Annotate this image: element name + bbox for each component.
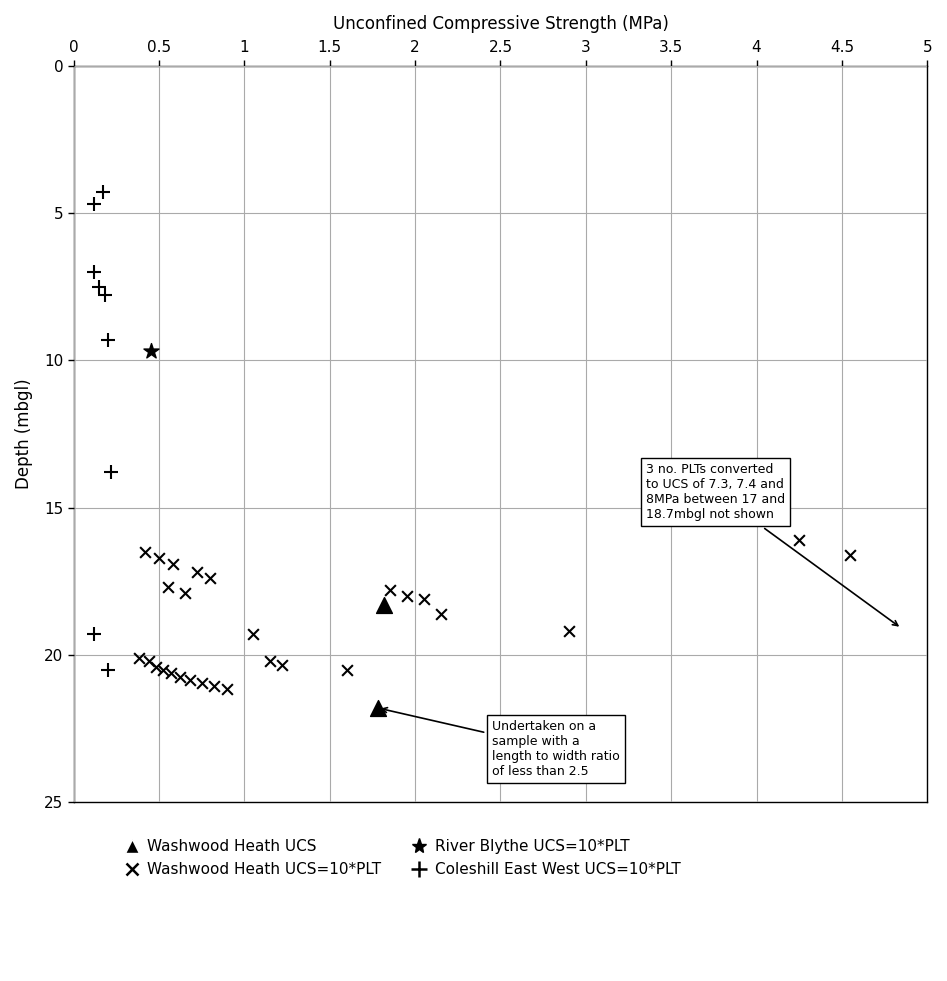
Point <box>100 662 116 678</box>
Point <box>97 287 112 303</box>
Point <box>148 659 163 675</box>
Point <box>160 579 175 594</box>
Point <box>245 627 260 643</box>
Point <box>87 627 102 643</box>
Legend: Washwood Heath UCS, Washwood Heath UCS=10*PLT, River Blythe UCS=10*PLT, Coleshil: Washwood Heath UCS, Washwood Heath UCS=1… <box>124 840 680 877</box>
Point <box>562 624 577 640</box>
Point <box>189 564 205 580</box>
Point <box>203 570 218 586</box>
Point <box>182 672 197 688</box>
Point <box>843 546 858 562</box>
Point <box>87 264 102 280</box>
Point <box>206 678 222 694</box>
Point <box>382 582 397 597</box>
Point <box>172 669 188 685</box>
X-axis label: Unconfined Compressive Strength (MPa): Unconfined Compressive Strength (MPa) <box>332 15 669 33</box>
Point <box>165 555 180 571</box>
Point <box>370 700 385 716</box>
Point <box>104 464 119 480</box>
Point <box>96 184 111 200</box>
Point <box>792 532 807 547</box>
Point <box>87 196 102 212</box>
Point <box>138 543 153 559</box>
Point <box>100 332 116 347</box>
Point <box>177 585 192 600</box>
Point <box>141 653 156 669</box>
Point <box>194 675 209 691</box>
Point <box>143 343 158 359</box>
Point <box>433 606 448 622</box>
Point <box>416 591 431 606</box>
Point <box>220 681 235 697</box>
Point <box>377 596 392 612</box>
Point <box>339 662 354 678</box>
Point <box>152 549 167 565</box>
Point <box>262 653 277 669</box>
Y-axis label: Depth (mbgl): Depth (mbgl) <box>15 379 33 490</box>
Point <box>131 650 146 666</box>
Point <box>275 657 290 673</box>
Point <box>164 665 179 681</box>
Point <box>155 662 170 678</box>
Text: Undertaken on a
sample with a
length to width ratio
of less than 2.5: Undertaken on a sample with a length to … <box>382 707 619 778</box>
Point <box>399 588 414 603</box>
Point <box>92 279 107 294</box>
Text: 3 no. PLTs converted
to UCS of 7.3, 7.4 and
8MPa between 17 and
18.7mbgl not sho: 3 no. PLTs converted to UCS of 7.3, 7.4 … <box>646 463 898 626</box>
